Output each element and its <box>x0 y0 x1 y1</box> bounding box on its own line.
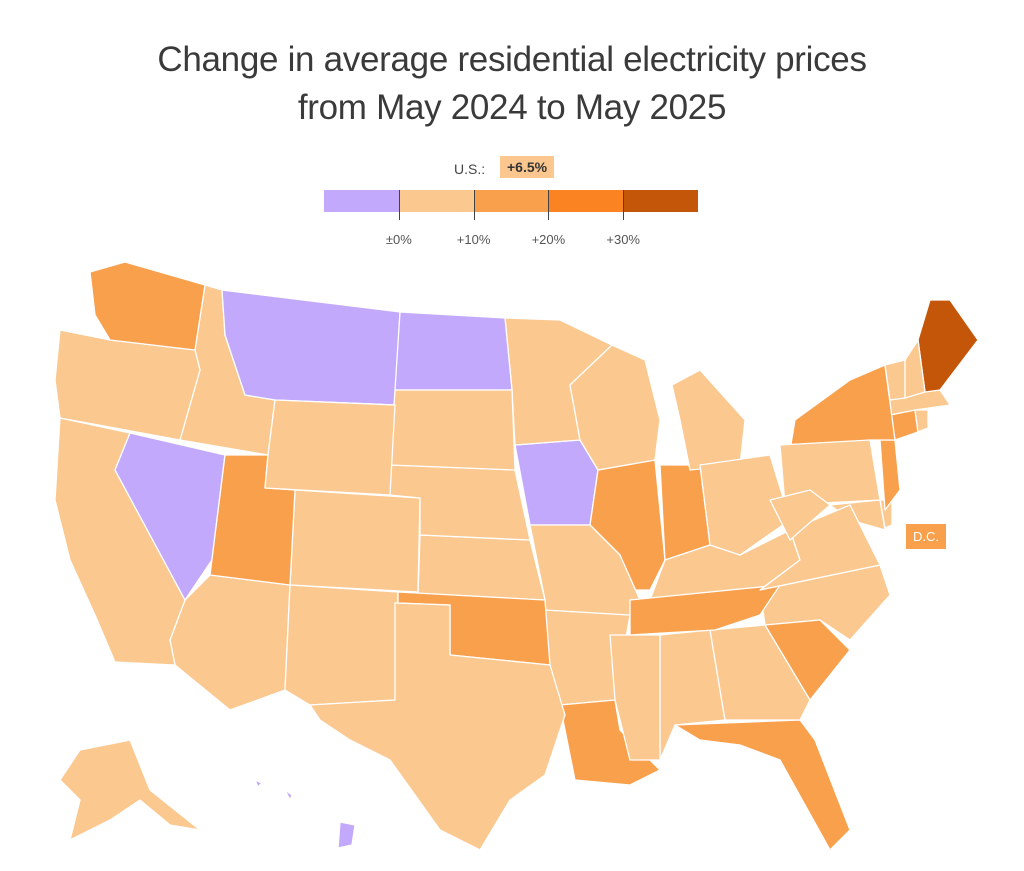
state-pa <box>779 439 881 506</box>
state-ia <box>514 439 599 526</box>
state-mi <box>671 369 746 471</box>
state-nv <box>114 432 226 601</box>
dc-badge: D.C. <box>906 524 946 549</box>
legend-swatch-2 <box>473 190 549 212</box>
national-value-badge: +6.5% <box>500 156 555 178</box>
state-wi <box>569 344 661 471</box>
legend-swatch-3 <box>548 190 624 212</box>
state-me <box>917 299 979 393</box>
legend-tick <box>623 190 625 220</box>
state-ks <box>417 534 546 601</box>
legend-tick-label: +30% <box>606 232 640 247</box>
state-hi <box>254 779 356 849</box>
legend-swatch-0 <box>324 190 399 212</box>
state-vt <box>884 359 906 401</box>
state-tn <box>629 584 781 636</box>
state-fl <box>674 719 851 851</box>
title-line-2: from May 2024 to May 2025 <box>297 88 727 127</box>
state-ga <box>709 624 811 721</box>
legend-swatch-1 <box>398 190 474 212</box>
national-label: U.S.: <box>454 161 486 177</box>
legend-tick <box>548 190 550 220</box>
state-wy <box>264 399 396 496</box>
color-legend <box>324 190 698 220</box>
state-tx <box>309 602 566 851</box>
legend-tick <box>398 190 400 220</box>
state-mt <box>221 289 401 406</box>
state-ak <box>59 739 201 841</box>
state-oh <box>699 454 791 556</box>
legend-tick <box>473 190 475 220</box>
state-va <box>759 504 881 591</box>
state-wv <box>769 489 831 541</box>
state-ri <box>914 409 929 433</box>
state-nm <box>284 584 399 706</box>
state-ny <box>789 364 896 451</box>
state-sc <box>764 619 851 701</box>
legend-tick-label: +10% <box>456 232 491 247</box>
chart-title: Change in average residential electricit… <box>0 36 1024 132</box>
legend-tick-label: ±0% <box>385 232 412 247</box>
state-nd <box>394 311 513 391</box>
state-wa <box>89 261 206 351</box>
state-sd <box>389 389 516 471</box>
title-line-1: Change in average residential electricit… <box>157 40 867 79</box>
legend-tick-label: +20% <box>531 232 566 247</box>
state-ms <box>609 634 661 761</box>
state-co <box>289 489 421 593</box>
legend-swatch-4 <box>623 190 698 212</box>
